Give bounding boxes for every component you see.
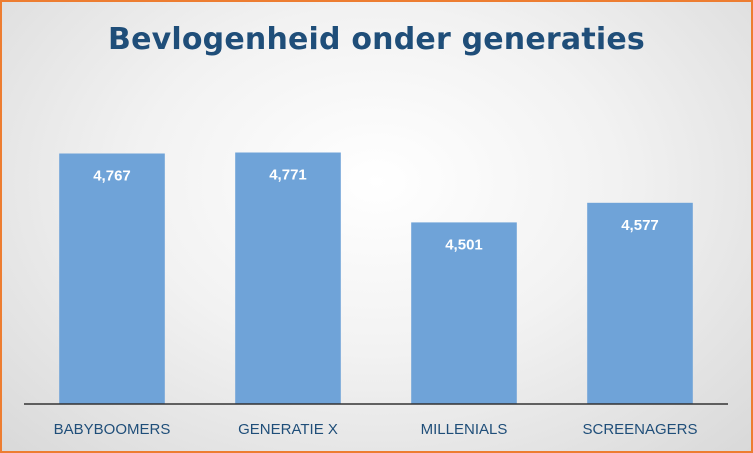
bar-screenagers [587,202,693,404]
data-label: 4,767 [93,168,131,185]
bar-millenials [411,222,517,404]
category-label: SCREENAGERS [582,421,697,438]
bar-babyboomers [59,153,165,404]
data-label: 4,577 [621,217,659,234]
bar-generatie-x [235,152,341,404]
chart-title: Bevlogenheid onder generaties [108,22,645,57]
data-label: 4,771 [269,167,307,184]
category-label: GENERATIE X [238,421,338,438]
category-label: BABYBOOMERS [54,421,171,438]
category-label: MILLENIALS [421,421,508,438]
data-label: 4,501 [445,236,483,253]
